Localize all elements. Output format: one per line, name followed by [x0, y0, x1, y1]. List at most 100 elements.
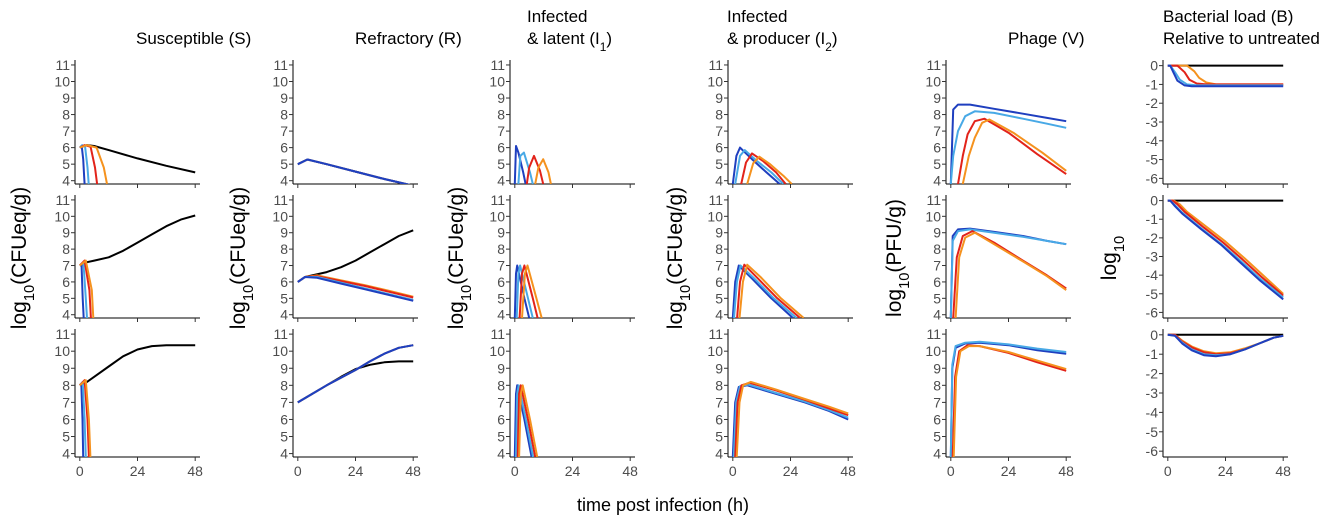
- series-line-blue: [1167, 199, 1284, 301]
- y-tick-label: 11: [55, 192, 70, 208]
- y-tick-label: -5: [1146, 424, 1159, 440]
- y-tick-label: 4: [280, 307, 288, 323]
- y-tick-label: 11: [708, 192, 723, 208]
- x-tick-label: 0: [511, 463, 519, 479]
- y-tick-label: 9: [715, 225, 723, 241]
- y-tick-label: 11: [273, 192, 288, 208]
- series-line-red: [1167, 64, 1284, 86]
- series-line-orange: [954, 231, 1067, 318]
- series-line-blue: [949, 341, 1067, 457]
- y-tick-label: 6: [933, 140, 941, 156]
- y-tick-label: 9: [280, 225, 288, 241]
- y-tick-label: -3: [1146, 385, 1159, 401]
- panel-title-line: Relative to untreated: [1163, 29, 1320, 48]
- y-axis-label: log10: [1098, 236, 1128, 280]
- series-line-blue: [513, 264, 531, 318]
- y-tick-label: 5: [933, 156, 941, 172]
- y-tick-label: -1: [1146, 211, 1159, 227]
- series-line-orange: [79, 379, 92, 457]
- y-tick-label: 9: [933, 225, 941, 241]
- panel-title-line: & producer (I2): [727, 29, 838, 54]
- y-tick-label: 9: [715, 90, 723, 106]
- y-tick-label: 4: [933, 173, 941, 189]
- y-tick-label: 5: [933, 429, 941, 445]
- y-tick-label: 8: [933, 107, 941, 123]
- y-tick-label: 8: [715, 241, 723, 257]
- x-tick-label: 48: [1275, 463, 1291, 479]
- series-line-lightblue: [515, 384, 535, 457]
- series-line-blue: [297, 158, 411, 184]
- y-tick-label: 8: [715, 107, 723, 123]
- y-tick-label: 11: [490, 57, 505, 73]
- y-tick-label: 10: [489, 73, 505, 89]
- column-S: Susceptible (S)log10(CFUeq/g)45678910114…: [8, 29, 251, 479]
- x-tick-label: 48: [1058, 463, 1074, 479]
- series-line-blue: [513, 384, 533, 457]
- y-tick-label: 9: [62, 360, 70, 376]
- y-tick-label: 4: [497, 446, 505, 462]
- y-tick-label: 10: [272, 73, 288, 89]
- x-axis-label: time post infection (h): [577, 495, 749, 515]
- series-line-orange: [1167, 64, 1284, 86]
- y-tick-label: 5: [933, 290, 941, 306]
- y-tick-label: 0: [1150, 58, 1158, 74]
- y-tick-label: 6: [280, 411, 288, 427]
- y-tick-label: 11: [708, 57, 723, 73]
- series-line-orange: [738, 263, 805, 318]
- y-tick-label: -2: [1146, 366, 1159, 382]
- y-tick-label: 7: [933, 258, 941, 274]
- y-tick-label: 10: [707, 208, 723, 224]
- y-tick-label: 8: [62, 377, 70, 393]
- y-tick-label: 5: [62, 156, 70, 172]
- y-tick-label: -5: [1146, 286, 1159, 302]
- y-tick-label: -5: [1146, 152, 1159, 168]
- y-tick-label: 4: [497, 173, 505, 189]
- y-tick-label: 4: [280, 446, 288, 462]
- y-tick-label: 10: [707, 73, 723, 89]
- series-line-red: [736, 263, 801, 318]
- y-tick-label: 5: [497, 290, 505, 306]
- y-tick-label: 4: [933, 307, 941, 323]
- column-R: Refractory (R)log10(CFUeq/g)456789101145…: [227, 29, 462, 479]
- y-tick-label: 10: [272, 208, 288, 224]
- y-tick-label: 7: [715, 258, 723, 274]
- series-line-blue: [297, 276, 414, 302]
- x-tick-label: 0: [947, 463, 955, 479]
- series-line-blue: [731, 146, 781, 184]
- y-tick-label: -6: [1146, 304, 1159, 320]
- series-line-red: [525, 154, 545, 184]
- y-tick-label: 8: [280, 107, 288, 123]
- y-tick-label: 11: [926, 326, 941, 342]
- y-tick-label: -6: [1146, 170, 1159, 186]
- y-tick-label: -3: [1146, 114, 1159, 130]
- y-tick-label: 6: [62, 411, 70, 427]
- y-tick-label: 8: [280, 241, 288, 257]
- y-tick-label: 8: [933, 377, 941, 393]
- y-tick-label: 8: [497, 107, 505, 123]
- y-tick-label: 11: [273, 326, 288, 342]
- y-tick-label: 7: [715, 123, 723, 139]
- x-tick-label: 24: [1218, 463, 1234, 479]
- series-line-untreated: [79, 214, 196, 267]
- y-tick-label: 8: [497, 241, 505, 257]
- x-tick-label: 24: [565, 463, 581, 479]
- series-line-lightblue: [517, 151, 534, 184]
- series-line-lightblue: [949, 340, 1067, 457]
- series-line-blue: [297, 344, 414, 404]
- y-tick-label: 6: [715, 140, 723, 156]
- y-tick-label: 9: [933, 360, 941, 376]
- series-line-orange: [952, 345, 1067, 457]
- y-tick-label: 9: [715, 360, 723, 376]
- y-tick-label: 8: [280, 377, 288, 393]
- y-tick-label: 5: [280, 429, 288, 445]
- y-tick-label: 11: [55, 326, 70, 342]
- y-tick-label: 5: [280, 290, 288, 306]
- y-tick-label: 7: [62, 123, 70, 139]
